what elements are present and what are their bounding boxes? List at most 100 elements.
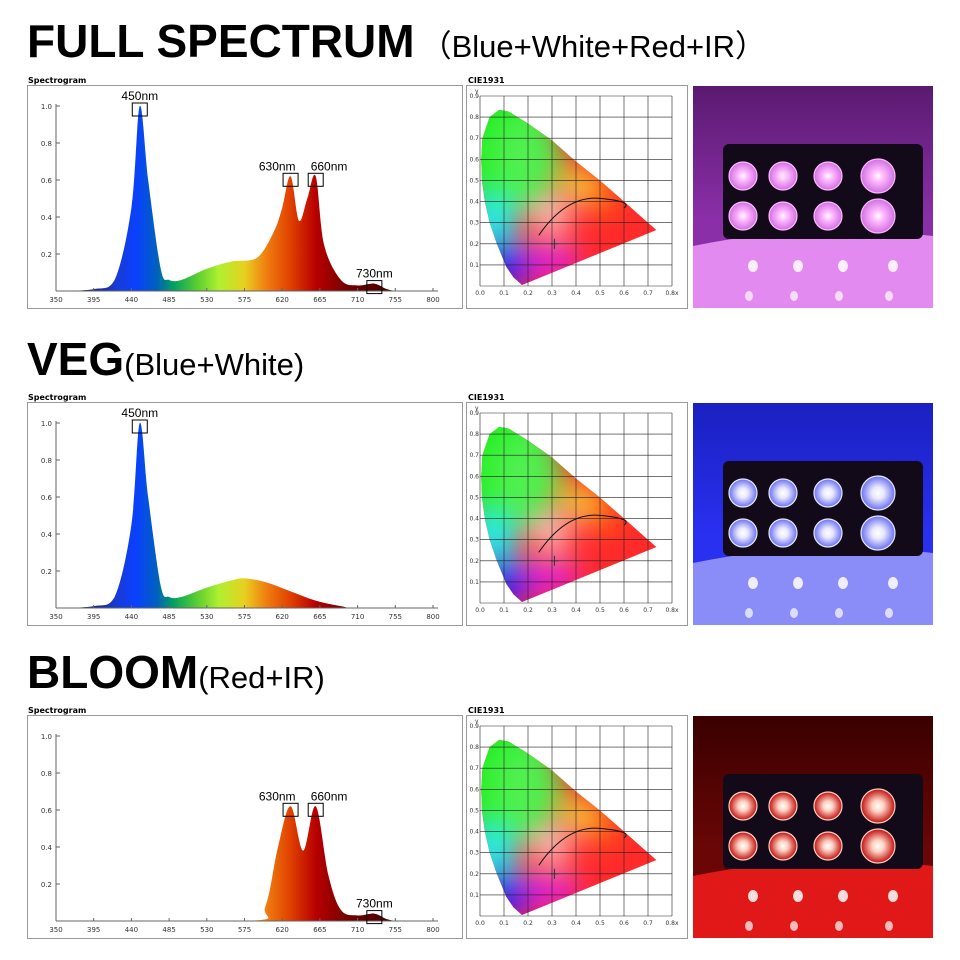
svg-text:485: 485	[162, 296, 175, 304]
svg-text:350: 350	[49, 296, 62, 304]
svg-text:730nm: 730nm	[356, 267, 393, 281]
title-sub: (Red+IR)	[198, 660, 325, 695]
cie-chart: 0.0 0.1 0.2 0.3 0.4 0.5 0.6 0.7 0.8x 0.9 0.8 0.7 0.6…	[469, 405, 679, 614]
svg-text:0.7: 0.7	[469, 452, 479, 459]
svg-text:665: 665	[313, 296, 326, 304]
svg-text:0.5: 0.5	[595, 290, 605, 297]
svg-text:350: 350	[49, 613, 62, 621]
svg-text:620: 620	[276, 613, 289, 621]
svg-text:0.8x: 0.8x	[665, 920, 679, 927]
title-main: VEG	[27, 333, 125, 385]
svg-text:665: 665	[313, 926, 326, 934]
svg-text:0.3: 0.3	[547, 607, 557, 614]
svg-text:0.8: 0.8	[469, 114, 479, 121]
svg-text:660nm: 660nm	[311, 789, 348, 803]
svg-text:620: 620	[276, 926, 289, 934]
spectrogram-chart: 1.0 0.8 0.6 0.4 0.2 350 395 440 485 530 575 620 665 7…	[41, 406, 440, 621]
svg-text:710: 710	[351, 613, 364, 621]
svg-text:0.5: 0.5	[469, 177, 479, 184]
title-sub: (Blue+White)	[124, 347, 305, 382]
spectrogram-label: Spectrogram	[28, 76, 87, 85]
svg-text:755: 755	[389, 926, 402, 934]
svg-text:440: 440	[125, 296, 138, 304]
svg-text:0.8: 0.8	[41, 140, 52, 148]
svg-text:575: 575	[238, 613, 251, 621]
svg-text:0.3: 0.3	[547, 290, 557, 297]
svg-text:575: 575	[238, 926, 251, 934]
cie-label: CIE1931	[468, 393, 505, 402]
svg-text:800: 800	[426, 613, 439, 621]
cie-label: CIE1931	[468, 76, 505, 85]
svg-text:450nm: 450nm	[121, 89, 158, 103]
spectrogram-label: Spectrogram	[28, 706, 87, 715]
svg-text:0.0: 0.0	[475, 920, 485, 927]
svg-text:440: 440	[125, 926, 138, 934]
cie1931-diagram-full-spectrum: 0.0 0.1 0.2 0.3 0.4 0.5 0.6 0.7 0.8x 0.9 0.8 0.7 0.6…	[466, 85, 688, 309]
svg-text:0.3: 0.3	[469, 537, 479, 544]
svg-text:1.0: 1.0	[41, 733, 52, 741]
title-sub: （Blue+White+Red+IR）	[420, 29, 767, 64]
svg-text:530: 530	[200, 296, 213, 304]
section-title-veg: VEG(Blue+White)	[27, 332, 304, 386]
svg-text:0.5: 0.5	[469, 494, 479, 501]
led-photo-full-spectrum	[693, 86, 933, 308]
svg-text:620: 620	[276, 296, 289, 304]
svg-text:0.2: 0.2	[41, 881, 52, 889]
title-main: FULL SPECTRUM	[27, 15, 415, 67]
cie-chart: 0.0 0.1 0.2 0.3 0.4 0.5 0.6 0.7 0.8x 0.9 0.8 0.7 0.6…	[469, 88, 679, 297]
svg-text:630nm: 630nm	[259, 789, 296, 803]
svg-text:0.6: 0.6	[41, 177, 53, 185]
svg-text:485: 485	[162, 926, 175, 934]
title-main: BLOOM	[27, 646, 199, 698]
svg-text:1.0: 1.0	[41, 420, 52, 428]
svg-text:0.2: 0.2	[469, 871, 479, 878]
svg-text:800: 800	[426, 296, 439, 304]
svg-text:0.9: 0.9	[469, 93, 479, 100]
svg-text:0.6: 0.6	[41, 807, 53, 815]
svg-text:0.8x: 0.8x	[665, 607, 679, 614]
svg-text:y: y	[475, 718, 479, 725]
svg-text:450nm: 450nm	[121, 406, 158, 420]
svg-text:0.1: 0.1	[469, 262, 479, 269]
svg-text:0.1: 0.1	[499, 290, 509, 297]
svg-text:0.4: 0.4	[41, 214, 53, 222]
svg-text:440: 440	[125, 613, 138, 621]
svg-text:0.8: 0.8	[41, 770, 52, 778]
svg-text:0.2: 0.2	[41, 251, 52, 259]
svg-text:0.5: 0.5	[595, 920, 605, 927]
svg-text:0.7: 0.7	[643, 607, 653, 614]
spectrum-area	[56, 105, 433, 291]
svg-text:0.3: 0.3	[547, 920, 557, 927]
led-panel-image	[693, 86, 933, 308]
svg-text:395: 395	[87, 613, 100, 621]
section-title-full-spectrum: FULL SPECTRUM （Blue+White+Red+IR）	[27, 14, 766, 68]
svg-text:0.8x: 0.8x	[665, 290, 679, 297]
svg-text:0.6: 0.6	[41, 494, 53, 502]
svg-text:665: 665	[313, 613, 326, 621]
svg-text:530: 530	[200, 613, 213, 621]
led-photo-bloom	[693, 716, 933, 938]
svg-text:395: 395	[87, 296, 100, 304]
led-photo-veg	[693, 403, 933, 625]
svg-text:0.2: 0.2	[469, 241, 479, 248]
spectrogram-bloom: 1.0 0.8 0.6 0.4 0.2 350 395 440 485 530 575 620 665 7…	[27, 715, 463, 939]
svg-text:y: y	[475, 88, 479, 95]
svg-text:0.4: 0.4	[469, 199, 479, 206]
svg-text:0.6: 0.6	[469, 473, 479, 480]
svg-text:0.8: 0.8	[469, 431, 479, 438]
svg-text:1.0: 1.0	[41, 103, 52, 111]
svg-text:0.1: 0.1	[469, 579, 479, 586]
svg-text:0.9: 0.9	[469, 410, 479, 417]
svg-text:485: 485	[162, 613, 175, 621]
svg-text:0.7: 0.7	[643, 290, 653, 297]
svg-text:0.5: 0.5	[595, 607, 605, 614]
svg-text:0.4: 0.4	[571, 607, 581, 614]
spectrogram-chart: 1.0 0.8 0.6 0.4 0.2 350 395 440 485 530 575 620 665 7…	[41, 89, 440, 304]
svg-text:0.4: 0.4	[571, 290, 581, 297]
svg-text:395: 395	[87, 926, 100, 934]
svg-text:0.6: 0.6	[619, 290, 629, 297]
svg-text:0.8: 0.8	[41, 457, 52, 465]
spectrogram-label: Spectrogram	[28, 393, 87, 402]
section-title-bloom: BLOOM(Red+IR)	[27, 645, 325, 699]
cie-label: CIE1931	[468, 706, 505, 715]
